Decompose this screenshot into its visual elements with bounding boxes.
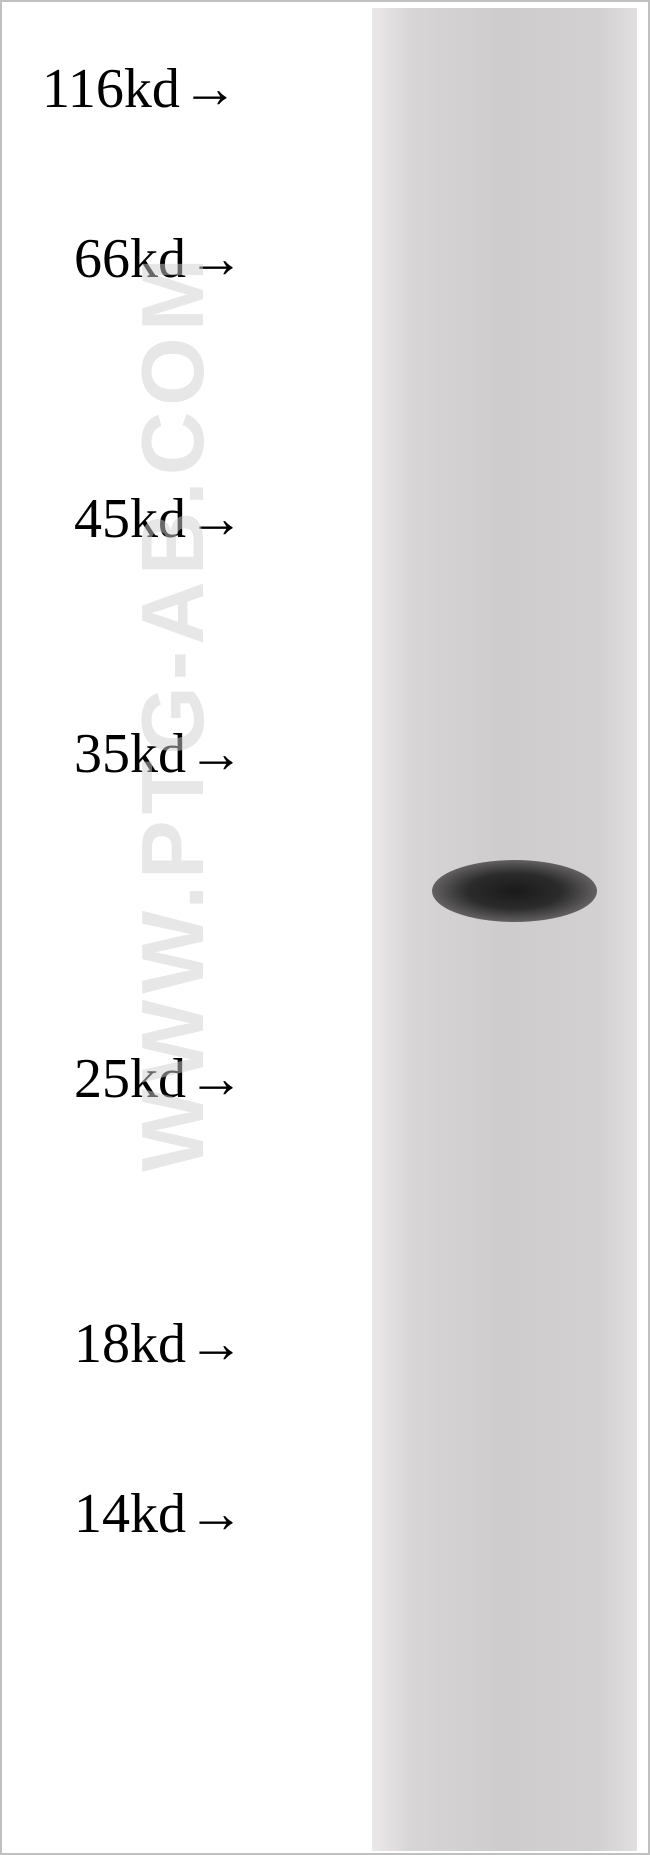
arrow-icon: → <box>188 487 244 551</box>
marker-45kd: 45kd → <box>74 487 244 551</box>
blot-container: 116kd → 66kd → 45kd → 35kd → 25kd → 18kd… <box>0 0 650 1855</box>
gel-lane <box>372 8 637 1851</box>
arrow-icon: → <box>188 722 244 786</box>
marker-14kd: 14kd → <box>74 1482 244 1546</box>
arrow-icon: → <box>188 1482 244 1546</box>
marker-label: 35kd <box>74 722 186 786</box>
marker-66kd: 66kd → <box>74 227 244 291</box>
arrow-icon: → <box>188 1312 244 1376</box>
marker-label: 116kd <box>42 57 180 121</box>
arrow-icon: → <box>188 1047 244 1111</box>
arrow-icon: → <box>182 57 238 121</box>
protein-band-1 <box>432 860 597 922</box>
marker-label: 18kd <box>74 1312 186 1376</box>
marker-25kd: 25kd → <box>74 1047 244 1111</box>
marker-116kd: 116kd → <box>42 57 238 121</box>
marker-35kd: 35kd → <box>74 722 244 786</box>
marker-label: 45kd <box>74 487 186 551</box>
watermark-text: WWW.PTG-AB.COM <box>122 252 224 1172</box>
marker-label: 25kd <box>74 1047 186 1111</box>
marker-label: 14kd <box>74 1482 186 1546</box>
marker-18kd: 18kd → <box>74 1312 244 1376</box>
arrow-icon: → <box>188 227 244 291</box>
marker-label: 66kd <box>74 227 186 291</box>
